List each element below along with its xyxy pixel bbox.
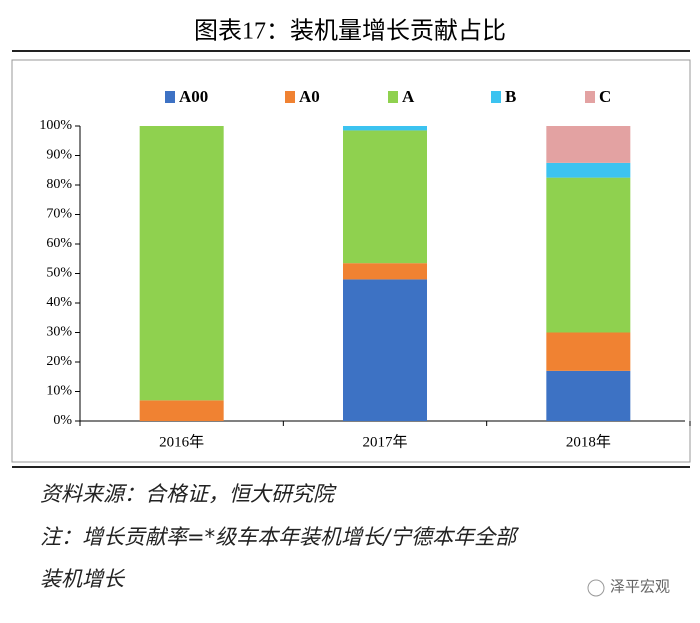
legend-swatch — [165, 91, 175, 103]
watermark: 泽平宏观 — [610, 578, 670, 595]
y-tick-label: 30% — [46, 325, 72, 340]
legend-label: A00 — [179, 87, 208, 106]
bar-segment — [546, 177, 631, 333]
bar-segment — [546, 162, 631, 178]
bar-segment — [139, 126, 224, 401]
y-tick-label: 40% — [46, 295, 72, 310]
x-tick-label: 2016年 — [159, 433, 204, 450]
y-tick-label: 60% — [46, 236, 72, 251]
y-tick-label: 50% — [46, 266, 72, 281]
legend-label: A — [402, 87, 415, 106]
y-tick-label: 100% — [39, 118, 72, 133]
note: 注：增长贡献率=*级车本年装机增长/宁德本年全部 — [40, 525, 519, 549]
plot-frame — [11, 59, 691, 463]
y-tick-label: 20% — [46, 354, 72, 369]
bar-segment — [546, 126, 631, 163]
bar-segment — [343, 126, 427, 131]
y-tick-label: 90% — [46, 148, 72, 163]
x-tick-label: 2017年 — [362, 433, 407, 450]
legend-swatch — [491, 91, 501, 103]
y-tick-label: 70% — [46, 207, 72, 222]
y-tick-label: 0% — [53, 413, 72, 428]
y-tick-label: 80% — [46, 177, 72, 192]
bar-segment — [343, 279, 427, 421]
bar-segment — [343, 130, 427, 264]
legend-label: C — [599, 87, 611, 106]
legend-swatch — [585, 91, 595, 103]
legend-swatch — [388, 91, 398, 103]
bar-segment — [139, 400, 224, 421]
legend-label: A0 — [299, 87, 320, 106]
chart-title: 图表17：装机量增长贡献占比 — [194, 18, 506, 45]
bar-segment — [343, 263, 427, 280]
y-tick-label: 10% — [46, 384, 72, 399]
legend-label: B — [505, 87, 516, 106]
watermark-icon — [587, 579, 605, 597]
bar-segment — [546, 370, 631, 421]
x-tick-label: 2018年 — [566, 433, 611, 450]
note: 装机增长 — [40, 567, 126, 591]
bar-segment — [546, 332, 631, 371]
legend-swatch — [285, 91, 295, 103]
source: 资料来源：合格证，恒大研究院 — [40, 482, 337, 506]
